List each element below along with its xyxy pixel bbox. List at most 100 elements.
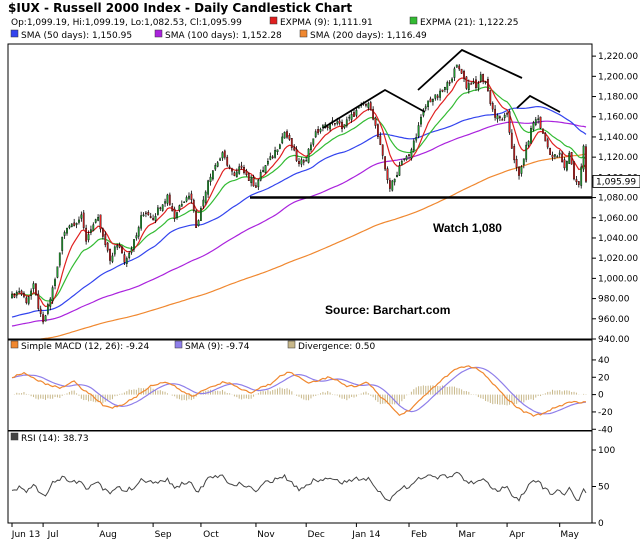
candle-up [164, 201, 166, 204]
candle-up [207, 180, 209, 195]
chart-title: $IUX - Russell 2000 Index - Daily Candle… [8, 1, 352, 15]
candle-up [534, 119, 537, 125]
candle-down [123, 254, 126, 263]
candle-up [427, 100, 429, 108]
candle-up [128, 253, 131, 258]
x-axis: Jun 13 Jul Aug Sep Oct Nov Dec Jan 14 Feb Mar Apr M… [11, 523, 580, 540]
candle-up [94, 219, 97, 223]
candle-up [32, 283, 35, 289]
price-tick-label: 1,120.00 [598, 153, 638, 163]
candle-up [393, 178, 396, 183]
candle-up [130, 248, 133, 253]
candle-down [381, 144, 384, 156]
candle-down [491, 102, 494, 110]
candle-up [161, 204, 164, 211]
candle-up [178, 205, 181, 211]
candle-up [185, 197, 188, 202]
rsi-panel: RSI (14): 38.73 0 50 100 [7, 430, 615, 529]
candle-down [231, 168, 233, 172]
candle-up [345, 119, 348, 127]
price-tick-label: 1,200.00 [598, 72, 638, 82]
candle-up [503, 114, 506, 119]
candle-up [420, 116, 422, 125]
candle-up [111, 255, 114, 262]
candle-up [267, 160, 269, 165]
candle-up [300, 159, 303, 165]
candle-up [355, 110, 358, 116]
candle-up [44, 315, 47, 322]
macd-legend-swatch [174, 340, 183, 349]
candle-down [379, 135, 382, 145]
candle-down [298, 161, 300, 164]
x-tick-label: Aug [99, 530, 117, 540]
rsi-tick-label: 100 [598, 446, 615, 456]
candle-down [223, 150, 226, 158]
candle-up [18, 291, 21, 293]
candle-up [238, 166, 241, 174]
candle-down [353, 112, 355, 117]
candle-up [281, 136, 284, 144]
candle-down [542, 128, 544, 134]
candle-down [290, 137, 293, 148]
candle-down [254, 185, 257, 188]
candle-down [144, 212, 147, 215]
candle-down [563, 159, 566, 169]
candle-down [365, 104, 367, 106]
candle-down [240, 165, 243, 168]
candle-up [199, 208, 202, 221]
candle-up [197, 220, 200, 227]
x-tick-label: Jun 13 [11, 530, 40, 540]
macd-panel: Simple MACD (12, 26): -9.24 SMA (9): -9.7… [7, 338, 613, 435]
candle-up [554, 154, 556, 157]
price-tick-label: 1,160.00 [598, 113, 638, 123]
last-price-label: 1,095.99 [596, 177, 636, 187]
candle-up [530, 127, 532, 144]
candle-up [180, 204, 183, 207]
candle-up [537, 118, 540, 121]
candle-up [422, 109, 425, 116]
candle-down [39, 308, 42, 314]
legend-label: EXPMA (21): 1,122.25 [420, 18, 519, 28]
candle-up [467, 83, 470, 91]
candle-down [482, 73, 484, 82]
legend-label: SMA (200 days): 1,116.49 [310, 31, 427, 41]
candle-down [42, 314, 45, 323]
candle-down [377, 124, 379, 137]
candle-up [398, 165, 401, 176]
candle-down [489, 90, 492, 104]
candle-up [314, 131, 317, 138]
legend-swatch [299, 29, 308, 38]
candle-up [137, 227, 140, 237]
candle-up [451, 78, 453, 82]
candle-up [140, 215, 142, 229]
candle-up [568, 152, 571, 164]
candle-up [479, 74, 482, 82]
candle-down [118, 244, 121, 248]
expma-21-line [11, 86, 587, 302]
ohlc-readout: Op:1,099.19, Hi:1,099.19, Lo:1,082.53, C… [11, 18, 242, 28]
price-plot-area [7, 43, 593, 340]
candle-up [78, 219, 80, 223]
candle-down [561, 153, 564, 163]
macd-legend-label: Simple MACD (12, 26): -9.24 [21, 342, 150, 352]
candle-up [68, 225, 71, 228]
candle-up [166, 194, 169, 204]
candle-up [400, 160, 403, 166]
macd-legend-swatch [287, 340, 296, 349]
candle-down [465, 76, 468, 89]
candle-up [116, 245, 119, 248]
macd-legend-swatch [10, 340, 19, 349]
candle-up [87, 234, 90, 241]
candle-down [513, 146, 516, 161]
candle-down [104, 234, 107, 245]
candle-up [417, 125, 420, 137]
candle-up [63, 232, 66, 236]
candle-down [389, 180, 391, 189]
candle-down [475, 79, 477, 88]
candle-up [75, 222, 78, 225]
candle-down [149, 216, 152, 218]
rsi-tick-label: 50 [598, 483, 610, 493]
candle-up [336, 121, 339, 124]
candle-down [585, 146, 587, 182]
candle-up [49, 298, 52, 307]
